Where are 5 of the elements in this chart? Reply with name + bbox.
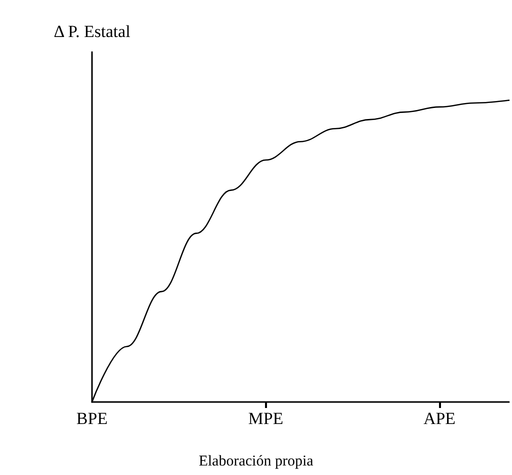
x-tick-label: BPE (76, 409, 108, 428)
y-axis-title: Δ P. Estatal (54, 22, 131, 41)
text: Elaboración propia (198, 454, 314, 470)
x-tick-label: APE (423, 409, 456, 428)
x-tick-label: MPE (248, 409, 284, 428)
